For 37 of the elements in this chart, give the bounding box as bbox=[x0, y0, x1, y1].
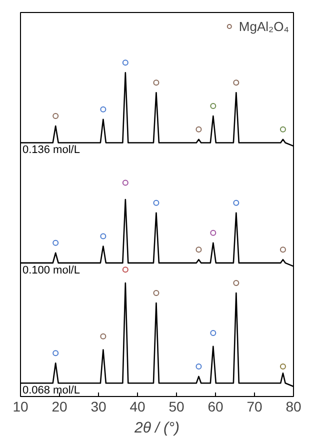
series-label: 0.100 mol/L bbox=[22, 264, 80, 276]
x-tick-label: 30 bbox=[90, 398, 106, 414]
point bbox=[122, 60, 128, 66]
point bbox=[280, 126, 286, 132]
point bbox=[233, 200, 240, 206]
point bbox=[153, 290, 160, 296]
point bbox=[233, 80, 240, 86]
x-tick-label: 50 bbox=[168, 398, 184, 414]
point bbox=[210, 103, 216, 109]
legend-label: MgAl₂O₄ bbox=[238, 18, 289, 34]
x-tick-label: 70 bbox=[246, 398, 262, 414]
point bbox=[153, 80, 160, 86]
point bbox=[210, 230, 216, 236]
point bbox=[280, 363, 286, 370]
point bbox=[52, 240, 59, 246]
point bbox=[196, 246, 202, 253]
point bbox=[100, 333, 106, 340]
point bbox=[52, 113, 59, 120]
point bbox=[233, 280, 240, 286]
point bbox=[122, 180, 128, 186]
point bbox=[122, 266, 128, 273]
point bbox=[280, 246, 286, 253]
point bbox=[153, 200, 160, 206]
point bbox=[196, 126, 202, 132]
x-tick-label: 40 bbox=[130, 398, 146, 414]
series-label: 0.136 mol/L bbox=[22, 144, 80, 156]
legend-label: 0.068 mol/L bbox=[22, 384, 80, 396]
x-tick-label: 60 bbox=[208, 398, 224, 414]
x-tick-label: 10 bbox=[12, 398, 28, 414]
x-tick-label: 80 bbox=[286, 398, 302, 414]
point bbox=[100, 233, 106, 240]
x-tick-label: 20 bbox=[52, 398, 68, 414]
point bbox=[196, 363, 202, 370]
point bbox=[52, 350, 59, 356]
x-axis-title: 2θ / (°) bbox=[134, 420, 180, 436]
point bbox=[210, 330, 216, 336]
point bbox=[100, 106, 106, 112]
